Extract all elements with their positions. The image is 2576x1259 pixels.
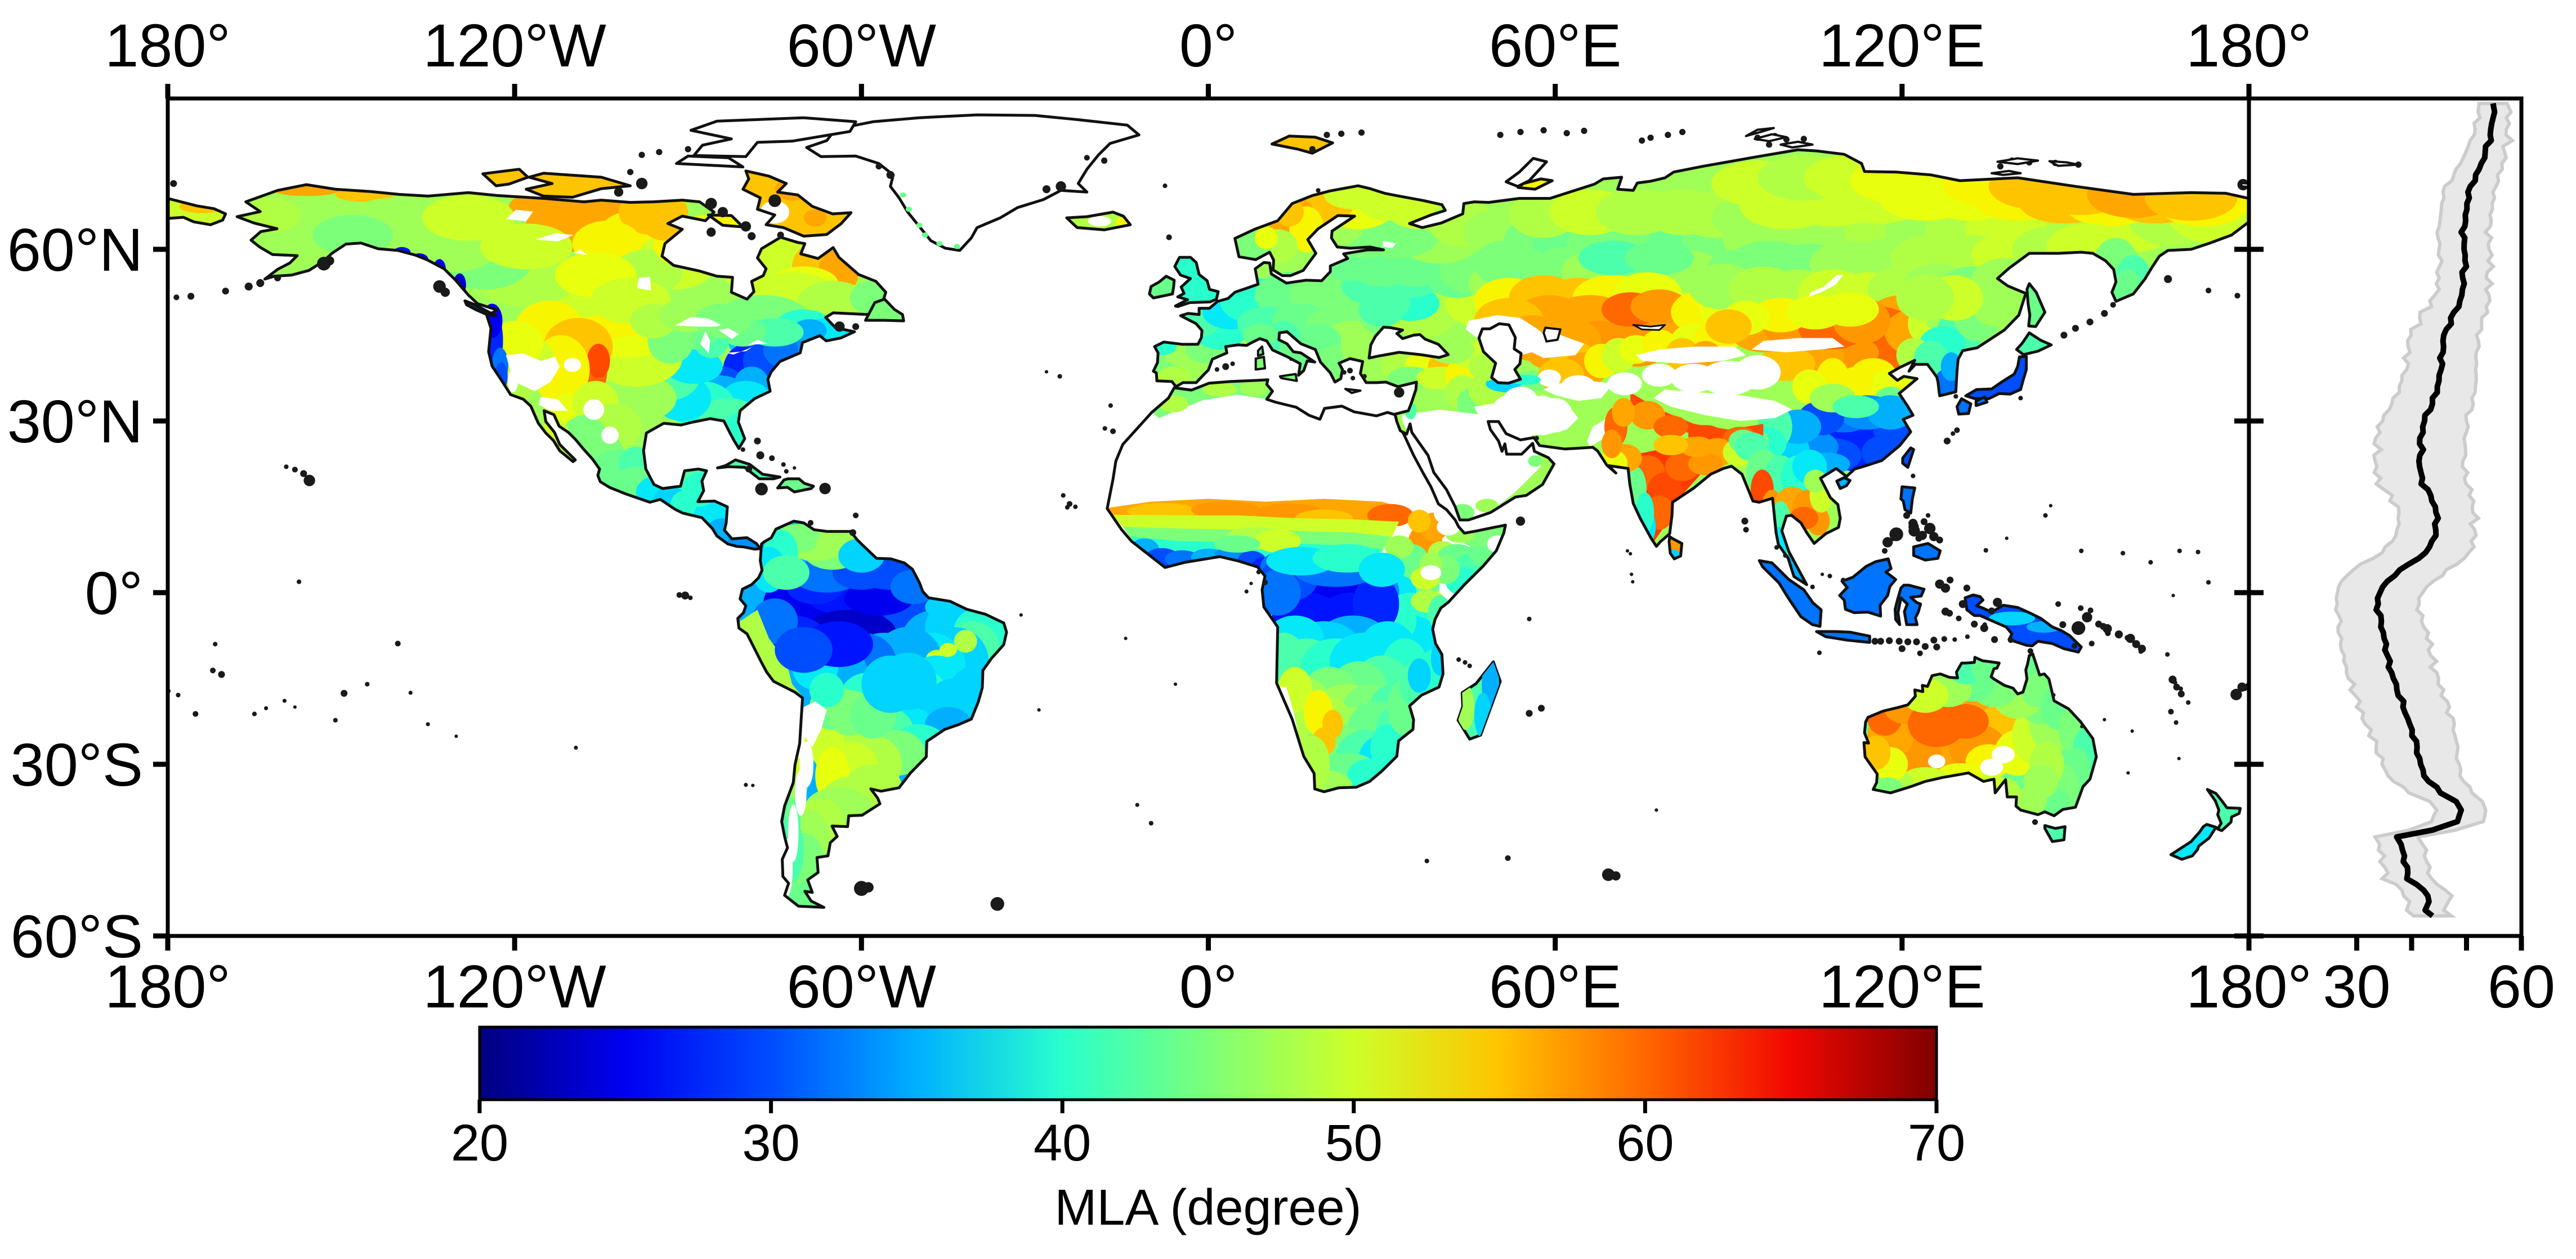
svg-text:60°E: 60°E [1489, 952, 1621, 1020]
svg-text:60°E: 60°E [1489, 11, 1621, 79]
svg-text:20: 20 [451, 1114, 508, 1172]
svg-text:30°N: 30°N [7, 387, 143, 455]
svg-text:60°S: 60°S [11, 902, 143, 970]
svg-text:30: 30 [742, 1114, 799, 1172]
svg-text:60: 60 [2488, 952, 2555, 1020]
svg-text:120°E: 120°E [1819, 11, 1985, 79]
svg-text:MLA (degree): MLA (degree) [1054, 1180, 1361, 1236]
svg-text:0°: 0° [1179, 11, 1237, 79]
svg-text:70: 70 [1908, 1114, 1965, 1172]
svg-text:180°: 180° [105, 952, 230, 1020]
svg-text:30: 30 [2323, 952, 2390, 1020]
svg-text:120°W: 120°W [423, 952, 606, 1020]
svg-text:0°: 0° [1179, 952, 1237, 1020]
svg-text:0°: 0° [85, 559, 143, 627]
svg-text:120°E: 120°E [1819, 952, 1985, 1020]
svg-text:180°: 180° [2186, 11, 2311, 79]
svg-text:60°W: 60°W [787, 952, 936, 1020]
svg-text:180°: 180° [2186, 952, 2311, 1020]
svg-text:60°W: 60°W [787, 11, 936, 79]
svg-text:60: 60 [1616, 1114, 1674, 1172]
svg-text:30°S: 30°S [11, 731, 143, 799]
svg-text:50: 50 [1325, 1114, 1383, 1172]
svg-text:120°W: 120°W [423, 11, 606, 79]
svg-text:40: 40 [1034, 1114, 1091, 1172]
svg-text:180°: 180° [105, 11, 230, 79]
svg-text:60°N: 60°N [7, 216, 143, 284]
